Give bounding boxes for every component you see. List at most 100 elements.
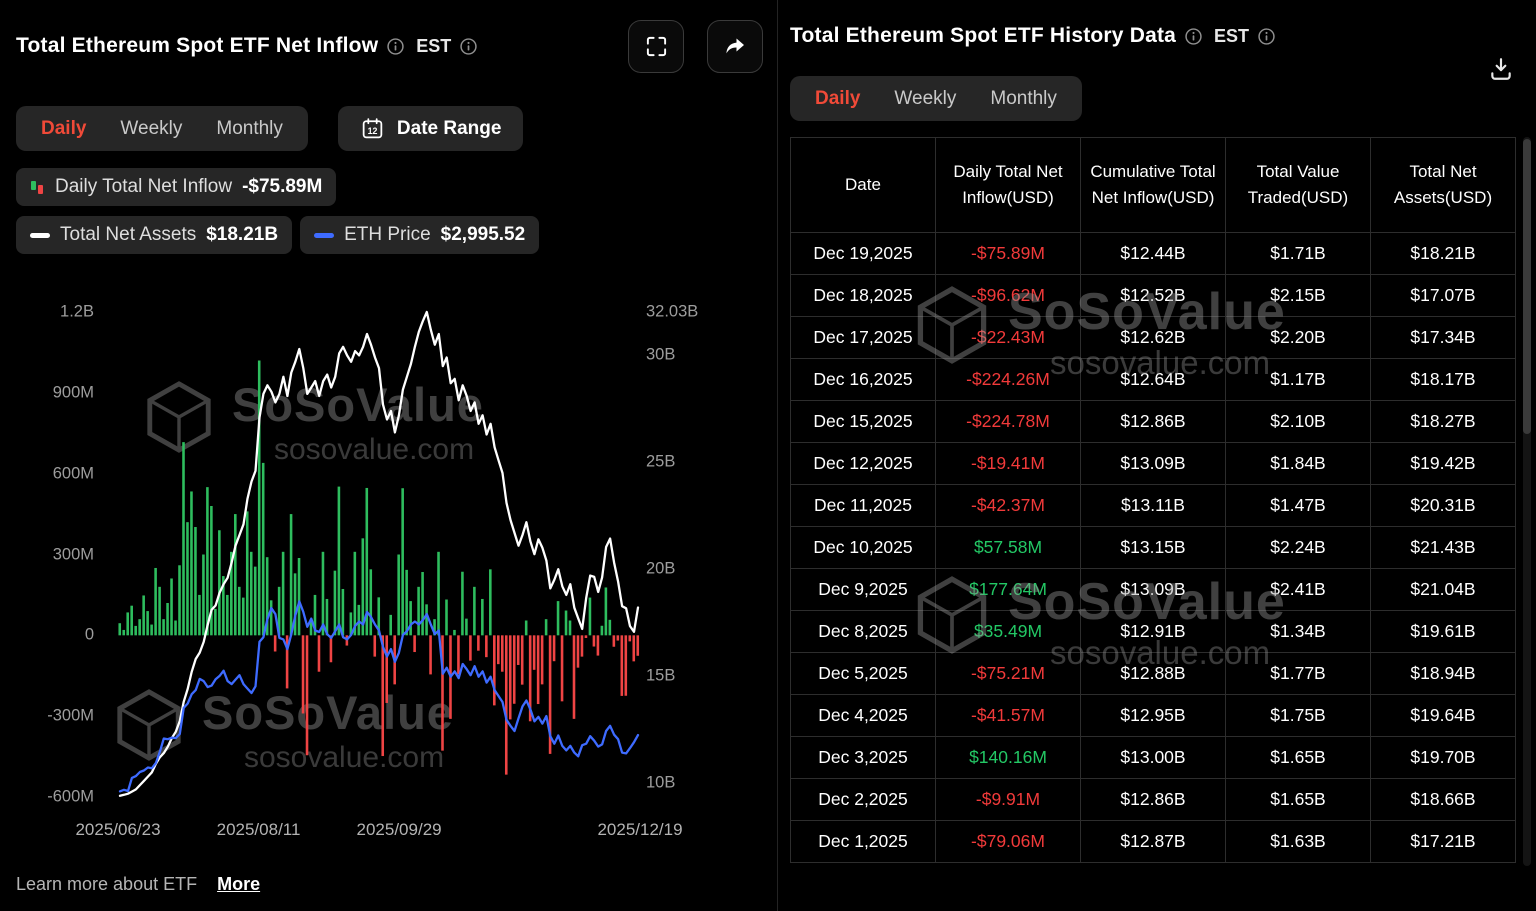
cell-date: Dec 1,2025: [790, 820, 936, 863]
inflow-chart-svg[interactable]: [118, 306, 640, 806]
cell-assets: $18.17B: [1370, 358, 1516, 401]
legend-value: $18.21B: [206, 224, 279, 245]
cell-traded: $1.65B: [1225, 778, 1371, 821]
cell-date: Dec 8,2025: [790, 610, 936, 653]
cell-traded: $1.84B: [1225, 442, 1371, 485]
y-axis-left-tick: 300M: [52, 545, 94, 563]
right-tab-daily[interactable]: Daily: [798, 76, 877, 121]
cell-cumulative: $13.09B: [1080, 442, 1226, 485]
x-axis: 2025/06/23 2025/08/11 2025/09/29 2025/12/19: [75, 820, 682, 846]
right-tab-weekly[interactable]: Weekly: [877, 76, 973, 121]
cell-assets: $17.34B: [1370, 316, 1516, 359]
cell-inflow: $140.16M: [935, 736, 1081, 779]
x-axis-tick: 2025/12/19: [597, 820, 683, 839]
table-scrollbar[interactable]: [1523, 137, 1531, 866]
info-icon[interactable]: [1185, 27, 1202, 45]
cell-assets: $19.64B: [1370, 694, 1516, 737]
cell-date: Dec 2,2025: [790, 778, 936, 821]
chart-controls: Daily Weekly Monthly 12 Date Range: [16, 106, 761, 151]
cell-inflow: -$22.43M: [935, 316, 1081, 359]
cell-cumulative: $13.00B: [1080, 736, 1226, 779]
cell-date: Dec 5,2025: [790, 652, 936, 695]
table-row: Dec 18,2025 -$96.62M $12.52B $2.15B $17.07B: [790, 274, 1516, 317]
legend-total-net-assets[interactable]: Total Net Assets $18.21B: [16, 216, 293, 254]
column-header: Date: [790, 137, 936, 233]
legend-label: Total Net Assets: [60, 224, 197, 245]
info-icon[interactable]: [387, 37, 404, 55]
learn-more-label: Learn more about ETF: [16, 874, 198, 894]
table-header-row: Date Daily Total Net Inflow(USD) Cumulativ…: [790, 137, 1516, 233]
cell-traded: $1.65B: [1225, 736, 1371, 779]
table-row: Dec 10,2025 $57.58M $13.15B $2.24B $21.43B: [790, 526, 1516, 569]
cell-inflow: -$42.37M: [935, 484, 1081, 527]
cell-inflow: -$41.57M: [935, 694, 1081, 737]
cell-inflow: -$96.62M: [935, 274, 1081, 317]
white-line-icon: [30, 232, 50, 238]
inflow-chart[interactable]: SoSoValue sosovalue.com SoSoValue sosova…: [0, 300, 712, 856]
more-link[interactable]: More: [217, 874, 261, 894]
left-tab-weekly[interactable]: Weekly: [103, 106, 199, 151]
cell-assets: $18.27B: [1370, 400, 1516, 443]
right-tab-monthly[interactable]: Monthly: [973, 76, 1074, 121]
column-header: Cumulative Total Net Inflow(USD): [1080, 137, 1226, 233]
table-row: Dec 12,2025 -$19.41M $13.09B $1.84B $19.42B: [790, 442, 1516, 485]
cell-date: Dec 9,2025: [790, 568, 936, 611]
info-icon[interactable]: [1258, 27, 1275, 45]
y-axis-right-tick: 20B: [646, 559, 676, 578]
share-button[interactable]: [707, 19, 763, 73]
cell-date: Dec 17,2025: [790, 316, 936, 359]
cell-assets: $17.21B: [1370, 820, 1516, 863]
x-axis-tick: 2025/06/23: [75, 820, 161, 839]
cell-traded: $1.75B: [1225, 694, 1371, 737]
cell-date: Dec 12,2025: [790, 442, 936, 485]
cell-date: Dec 16,2025: [790, 358, 936, 401]
left-interval-tabs: Daily Weekly Monthly: [16, 106, 308, 151]
table-row: Dec 11,2025 -$42.37M $13.11B $1.47B $20.31B: [790, 484, 1516, 527]
column-header: Total Value Traded(USD): [1225, 137, 1371, 233]
info-icon[interactable]: [460, 37, 477, 55]
cell-cumulative: $13.15B: [1080, 526, 1226, 569]
cell-inflow: $177.64M: [935, 568, 1081, 611]
legend-daily-net-inflow[interactable]: Daily Total Net Inflow -$75.89M: [16, 168, 337, 206]
cell-traded: $1.34B: [1225, 610, 1371, 653]
bar-legend-icon: [31, 180, 43, 194]
y-axis-right-tick: 10B: [646, 773, 676, 792]
left-tab-monthly[interactable]: Monthly: [199, 106, 300, 151]
left-tab-daily[interactable]: Daily: [24, 106, 103, 151]
cell-traded: $1.17B: [1225, 358, 1371, 401]
y-axis-left-tick: -600M: [47, 787, 94, 806]
cell-inflow: -$79.06M: [935, 820, 1081, 863]
cell-traded: $2.41B: [1225, 568, 1371, 611]
share-icon: [726, 38, 744, 54]
y-axis-left-tick: 1.2B: [60, 302, 94, 321]
date-range-label: Date Range: [396, 117, 502, 139]
cell-date: Dec 11,2025: [790, 484, 936, 527]
date-range-button[interactable]: 12 Date Range: [337, 106, 524, 151]
cell-date: Dec 4,2025: [790, 694, 936, 737]
history-table: Date Daily Total Net Inflow(USD) Cumulativ…: [790, 137, 1516, 863]
cell-inflow: -$9.91M: [935, 778, 1081, 821]
cell-cumulative: $13.11B: [1080, 484, 1226, 527]
cell-cumulative: $12.62B: [1080, 316, 1226, 359]
cell-assets: $18.21B: [1370, 232, 1516, 275]
y-axis-left-tick: 0: [84, 625, 94, 644]
cell-traded: $2.10B: [1225, 400, 1371, 443]
legend-value: $2,995.52: [440, 224, 526, 245]
cell-date: Dec 19,2025: [790, 232, 936, 275]
cell-date: Dec 15,2025: [790, 400, 936, 443]
table-row: Dec 5,2025 -$75.21M $12.88B $1.77B $18.94B: [790, 652, 1516, 695]
y-axis-left-tick: 900M: [52, 383, 94, 402]
download-button[interactable]: [1488, 56, 1514, 85]
history-table-container: Date Daily Total Net Inflow(USD) Cumulativ…: [790, 137, 1516, 866]
cell-traded: $2.15B: [1225, 274, 1371, 317]
fullscreen-button[interactable]: [628, 19, 684, 73]
history-table-body: Dec 19,2025 -$75.89M $12.44B $1.71B $18.21B D…: [790, 232, 1516, 863]
cell-assets: $19.42B: [1370, 442, 1516, 485]
cell-assets: $19.70B: [1370, 736, 1516, 779]
legend-eth-price[interactable]: ETH Price $2,995.52: [300, 216, 540, 254]
y-axis-left-tick: 600M: [52, 464, 94, 483]
cell-cumulative: $12.87B: [1080, 820, 1226, 863]
cell-inflow: -$224.26M: [935, 358, 1081, 401]
scrollbar-thumb[interactable]: [1523, 139, 1531, 434]
